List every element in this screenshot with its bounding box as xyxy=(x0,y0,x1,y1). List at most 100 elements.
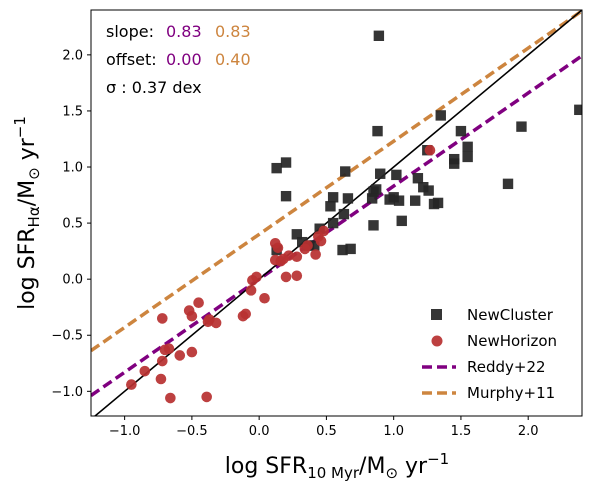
newcluster-point xyxy=(396,215,407,227)
y-tick-label: 2.0 xyxy=(62,48,83,63)
slope-label: slope: xyxy=(106,22,154,41)
fit-annotations: slope: 0.83 0.83 offset: 0.00 0.40 σ : 0… xyxy=(106,22,251,97)
x-tick-label: −1.0 xyxy=(109,424,141,439)
newhorizon-point xyxy=(139,365,151,377)
slope-value-murphy: 0.83 xyxy=(215,22,251,41)
offset-value-reddy: 0.00 xyxy=(166,50,202,69)
newhorizon-point xyxy=(186,346,198,358)
newcluster-point xyxy=(391,169,402,181)
newhorizon-point xyxy=(193,297,204,309)
newhorizon-point xyxy=(174,350,186,361)
legend: NewCluster NewHorizon Reddy+22 Murphy+11 xyxy=(422,306,557,402)
legend-label-newcluster: NewCluster xyxy=(467,306,554,324)
newhorizon-point xyxy=(210,317,222,329)
newcluster-point xyxy=(455,125,467,137)
newcluster-point xyxy=(428,198,440,210)
newhorizon-point xyxy=(259,292,270,304)
newhorizon-point xyxy=(202,316,214,328)
legend-marker-newcluster xyxy=(431,309,442,320)
newhorizon-point xyxy=(280,271,292,283)
newcluster-point xyxy=(280,190,292,202)
newcluster-point xyxy=(462,151,473,163)
y-tick-label: 1.0 xyxy=(62,161,83,176)
newhorizon-point xyxy=(245,285,257,296)
scatter-sigma-label: σ : 0.37 dex xyxy=(106,78,202,97)
x-tick-label: 2.0 xyxy=(518,424,539,439)
newcluster-point xyxy=(435,110,446,121)
legend-label-reddy: Reddy+22 xyxy=(467,358,546,376)
newhorizon-point xyxy=(156,313,168,324)
newhorizon-point xyxy=(240,308,251,320)
x-tick-label: 0.0 xyxy=(249,424,270,439)
y-tick-label: 0.5 xyxy=(62,217,83,232)
newhorizon-point xyxy=(302,240,313,251)
newcluster-point xyxy=(368,186,379,197)
y-axis-ticks: −1.0 −0.5 0.0 0.5 1.0 1.5 2.0 xyxy=(51,48,91,400)
newcluster-point xyxy=(502,178,514,190)
data-points xyxy=(126,30,582,404)
newcluster-point xyxy=(373,30,385,41)
newhorizon-point xyxy=(126,379,137,390)
newhorizon-point xyxy=(201,391,212,403)
newcluster-point xyxy=(337,244,348,256)
newhorizon-point xyxy=(272,242,284,254)
newcluster-point xyxy=(412,173,424,184)
newhorizon-point xyxy=(165,392,176,404)
newcluster-point xyxy=(393,195,405,206)
offset-label: offset: xyxy=(106,50,157,69)
newcluster-point xyxy=(423,185,434,196)
fit-line-murphy-11 xyxy=(91,10,582,353)
x-axis-ticks: −1.0 −0.5 0.0 0.5 1.0 1.5 2.0 xyxy=(109,416,539,439)
newcluster-point xyxy=(340,166,351,177)
newhorizon-point xyxy=(424,144,436,156)
slope-value-reddy: 0.83 xyxy=(166,22,202,41)
newcluster-point xyxy=(516,121,527,132)
y-tick-label: 1.5 xyxy=(62,104,83,119)
newcluster-point xyxy=(327,217,339,229)
y-axis-title: log SFRHα/M⊙ yr−1 xyxy=(11,116,43,310)
newcluster-point xyxy=(409,195,421,206)
newhorizon-point xyxy=(155,373,167,385)
x-tick-label: 1.0 xyxy=(383,424,404,439)
newhorizon-point xyxy=(251,271,262,283)
newcluster-point xyxy=(372,125,383,137)
y-tick-label: −1.0 xyxy=(51,385,83,400)
x-tick-label: 1.5 xyxy=(451,424,472,439)
newcluster-point xyxy=(345,243,356,255)
newhorizon-point xyxy=(310,249,321,260)
newcluster-point xyxy=(291,229,303,240)
newcluster-point xyxy=(280,157,292,168)
legend-label-murphy: Murphy+11 xyxy=(467,384,555,402)
newcluster-point xyxy=(449,158,460,169)
fit-line-reddy-22 xyxy=(91,54,582,397)
newcluster-point xyxy=(342,193,354,204)
newcluster-point xyxy=(375,168,386,179)
newcluster-point xyxy=(338,208,350,220)
newhorizon-point xyxy=(156,355,168,367)
newcluster-point xyxy=(366,193,378,204)
newhorizon-point xyxy=(163,343,175,355)
plot-frame xyxy=(90,9,583,417)
offset-value-murphy: 0.40 xyxy=(215,50,251,69)
newcluster-point xyxy=(462,141,473,153)
newhorizon-point xyxy=(283,250,295,261)
legend-label-newhorizon: NewHorizon xyxy=(467,332,557,350)
newcluster-point xyxy=(271,162,282,174)
newhorizon-point xyxy=(313,231,324,242)
newhorizon-point xyxy=(291,251,303,263)
y-tick-label: −0.5 xyxy=(51,329,83,344)
newcluster-point xyxy=(325,201,336,212)
newcluster-point xyxy=(296,236,308,248)
newcluster-point xyxy=(368,220,379,231)
newcluster-point xyxy=(309,240,320,251)
newhorizon-point xyxy=(291,270,303,282)
x-axis-title: log SFR10 Myr/M⊙ yr−1 xyxy=(225,450,449,482)
legend-marker-newhorizon xyxy=(431,335,443,347)
newcluster-point xyxy=(327,192,339,203)
newhorizon-point xyxy=(186,310,198,322)
newcluster-point xyxy=(384,194,395,205)
newcluster-point xyxy=(574,104,582,116)
y-tick-label: 0.0 xyxy=(62,273,83,288)
x-tick-label: 0.5 xyxy=(316,424,337,439)
